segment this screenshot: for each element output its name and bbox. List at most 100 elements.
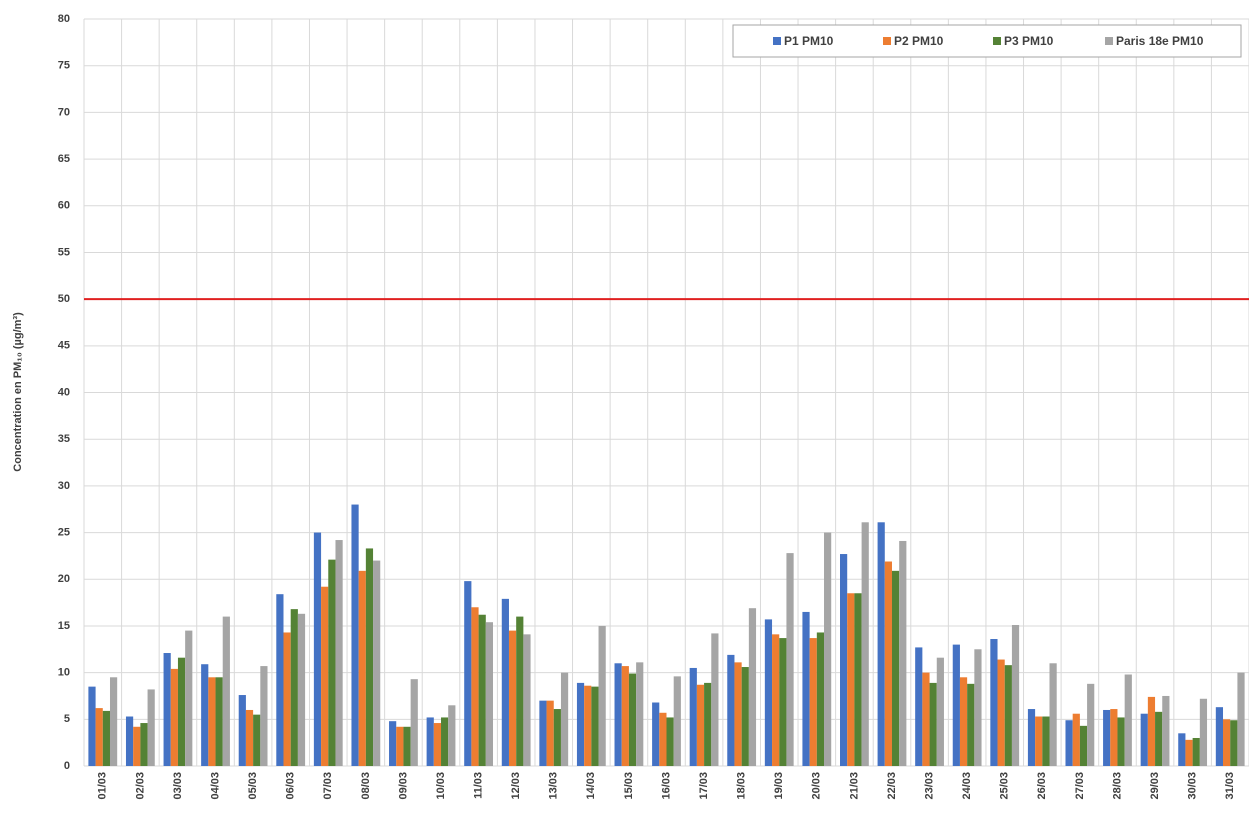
bar xyxy=(328,559,336,766)
bar xyxy=(809,638,817,766)
bar xyxy=(133,726,141,766)
bar xyxy=(1215,707,1224,766)
bar xyxy=(997,659,1005,766)
legend-swatch xyxy=(993,37,1001,45)
bar xyxy=(598,625,606,766)
y-tick-label: 15 xyxy=(58,620,70,632)
bar xyxy=(95,708,103,766)
y-tick-label: 60 xyxy=(58,200,70,212)
bar xyxy=(1185,739,1193,766)
bar xyxy=(508,630,517,766)
legend-label: P3 PM10 xyxy=(1004,34,1054,48)
y-tick-label: 20 xyxy=(58,573,70,585)
bar xyxy=(1155,711,1163,766)
bar xyxy=(621,666,629,766)
y-tick-label: 80 xyxy=(58,13,70,25)
x-tick-label: 23/03 xyxy=(923,772,935,800)
bar xyxy=(1042,716,1050,766)
bar xyxy=(779,638,787,766)
bar xyxy=(1230,720,1238,766)
bar xyxy=(727,654,735,766)
bar xyxy=(711,633,719,766)
bar xyxy=(208,677,216,766)
bar xyxy=(501,598,509,766)
y-tick-label: 5 xyxy=(64,713,70,725)
x-tick-label: 10/03 xyxy=(435,772,447,800)
x-tick-label: 07/03 xyxy=(322,772,334,800)
x-tick-label: 12/03 xyxy=(510,772,522,800)
x-tick-label: 30/03 xyxy=(1187,772,1199,800)
y-tick-label: 50 xyxy=(58,293,70,305)
y-tick-label: 75 xyxy=(58,60,70,72)
x-tick-label: 02/03 xyxy=(134,772,146,800)
x-tick-label: 13/03 xyxy=(548,772,560,800)
bar xyxy=(396,726,404,766)
bar xyxy=(696,684,705,766)
legend-label: P1 PM10 xyxy=(784,34,834,48)
bar xyxy=(185,630,193,766)
bar xyxy=(1147,696,1156,766)
bar xyxy=(373,560,381,766)
bar xyxy=(201,664,209,766)
y-axis-label: Concentration en PM₁₀ (µg/m³) xyxy=(12,312,24,472)
bar xyxy=(177,657,186,766)
bar xyxy=(772,634,780,766)
bar xyxy=(922,672,930,766)
x-tick-label: 18/03 xyxy=(736,772,748,800)
bar xyxy=(1087,683,1095,766)
bar xyxy=(786,553,794,766)
bar xyxy=(1192,737,1200,766)
bar xyxy=(448,705,456,766)
bar xyxy=(358,570,366,766)
bar xyxy=(1004,665,1012,766)
bar xyxy=(636,662,644,766)
bar xyxy=(614,663,622,766)
legend-swatch xyxy=(773,37,781,45)
x-tick-label: 08/03 xyxy=(360,772,372,800)
legend-label: P2 PM10 xyxy=(894,34,944,48)
y-tick-label: 0 xyxy=(64,760,70,772)
bar xyxy=(140,723,148,766)
bar xyxy=(313,532,322,766)
x-tick-label: 29/03 xyxy=(1149,772,1161,800)
y-tick-label: 55 xyxy=(58,246,70,258)
x-tick-label: 04/03 xyxy=(209,772,221,800)
x-tick-label: 05/03 xyxy=(247,772,259,800)
bar xyxy=(1079,725,1088,766)
x-tick-label: 17/03 xyxy=(698,772,710,800)
bar xyxy=(433,723,442,766)
bar xyxy=(1237,672,1245,766)
bar xyxy=(915,647,923,766)
y-tick-label: 70 xyxy=(58,106,70,118)
x-tick-label: 14/03 xyxy=(585,772,597,800)
bar xyxy=(1162,695,1170,766)
y-tick-label: 25 xyxy=(58,526,70,538)
y-tick-label: 10 xyxy=(58,667,70,679)
x-tick-label: 06/03 xyxy=(285,772,297,800)
bar xyxy=(553,709,561,766)
bar xyxy=(1065,720,1073,766)
x-tick-label: 19/03 xyxy=(773,772,785,800)
bar xyxy=(88,686,96,766)
bar xyxy=(877,522,885,766)
bar xyxy=(245,709,254,766)
bar xyxy=(170,668,178,766)
bar xyxy=(471,607,479,766)
bar xyxy=(523,634,531,766)
bar xyxy=(666,717,674,766)
bar xyxy=(741,667,749,766)
bar xyxy=(659,712,667,766)
bar xyxy=(847,593,855,766)
bar xyxy=(1103,709,1111,766)
bar xyxy=(628,673,637,766)
legend-label: Paris 18e PM10 xyxy=(1116,34,1204,48)
bar xyxy=(238,695,246,766)
bar xyxy=(1117,717,1125,766)
bar xyxy=(410,679,418,766)
x-tick-label: 24/03 xyxy=(961,772,973,800)
bar xyxy=(215,677,223,766)
bar xyxy=(102,710,110,766)
x-tick-label: 28/03 xyxy=(1111,772,1123,800)
bar xyxy=(840,554,848,766)
bar xyxy=(335,540,343,766)
